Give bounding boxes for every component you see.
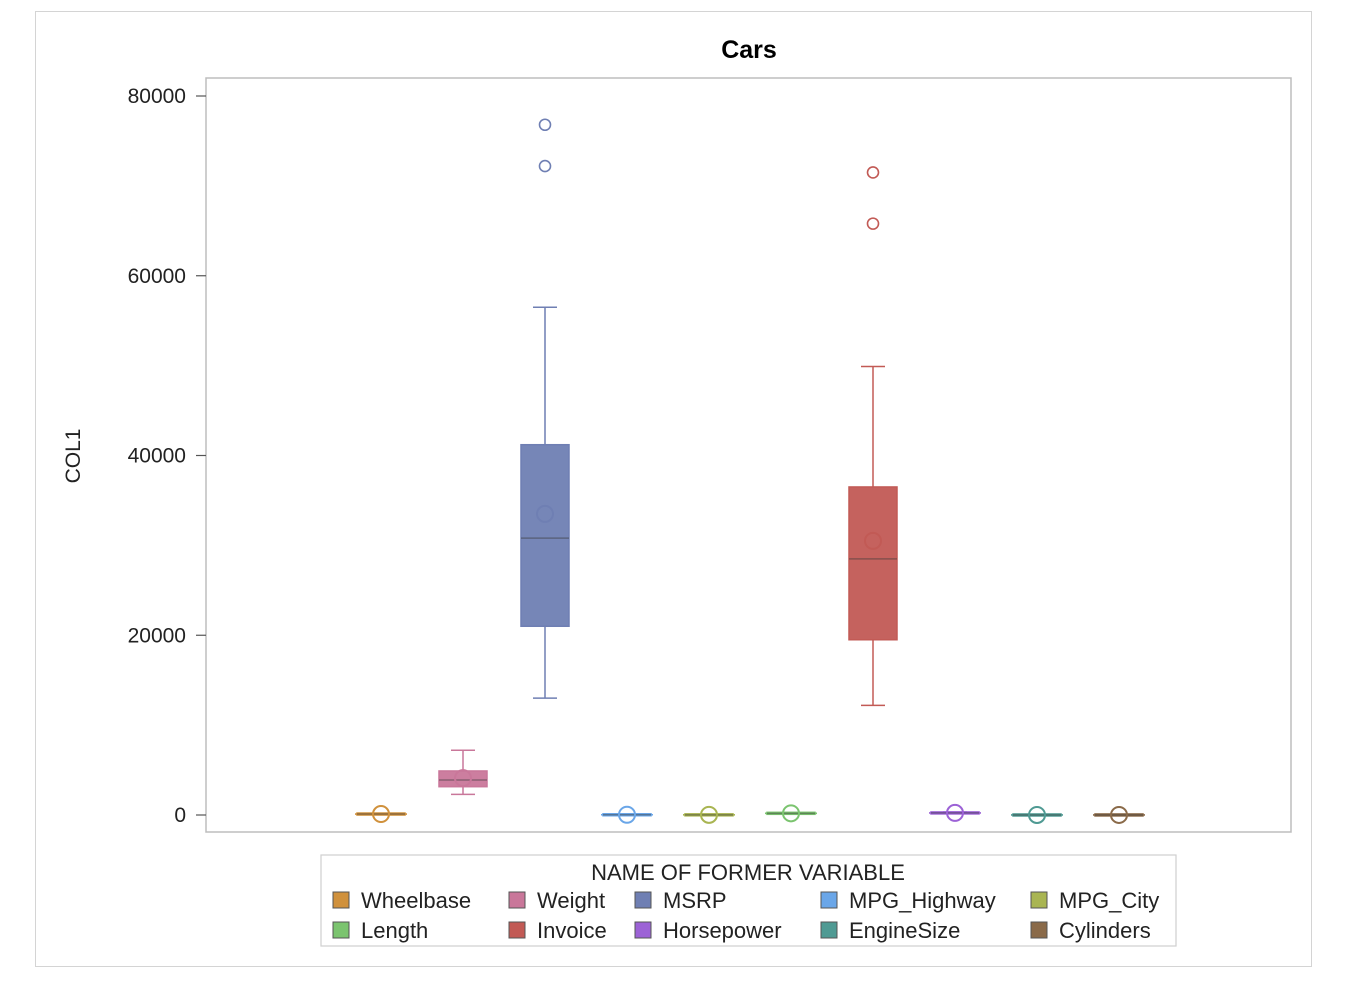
legend-swatch xyxy=(634,921,652,939)
legend-item-msrp: MSRP xyxy=(634,888,727,913)
outlier-point xyxy=(538,118,552,132)
box-msrp xyxy=(520,118,570,699)
legend-label: Invoice xyxy=(537,918,607,943)
mean-marker xyxy=(372,805,390,824)
box-iqr xyxy=(520,443,570,628)
box-horsepower xyxy=(929,803,981,822)
legend-label: Wheelbase xyxy=(361,888,471,913)
legend-label: MPG_Highway xyxy=(849,888,996,913)
legend-label: Weight xyxy=(537,888,605,913)
legend-swatch xyxy=(332,921,350,939)
box-cylinders xyxy=(1093,805,1145,824)
legend-item-cylinders: Cylinders xyxy=(1030,918,1151,943)
y-tick-label: 20000 xyxy=(128,624,186,647)
legend-items: Wheelbase Weight MSRP MPG_Highway MPG_City Le… xyxy=(332,888,1159,943)
box-iqr xyxy=(848,486,898,641)
mean-marker xyxy=(536,504,554,523)
mean-marker xyxy=(946,803,964,822)
legend-item-horsepower: Horsepower xyxy=(634,918,782,943)
box-enginesize xyxy=(1011,805,1063,824)
box-mpg-city xyxy=(683,805,735,824)
legend-label: Horsepower xyxy=(663,918,782,943)
legend-item-invoice: Invoice xyxy=(508,918,607,943)
mean-marker xyxy=(1110,805,1128,824)
box-length xyxy=(765,804,817,823)
box-iqr xyxy=(438,770,488,788)
outlier-point xyxy=(866,166,880,179)
legend-swatch xyxy=(1030,891,1048,909)
box-weight xyxy=(438,749,488,796)
mean-marker xyxy=(618,805,636,824)
y-axis-label: COL1 xyxy=(62,429,85,484)
legend-label: Length xyxy=(361,918,428,943)
legend-label: MPG_City xyxy=(1059,888,1159,913)
legend-item-mpg-city: MPG_City xyxy=(1030,888,1159,913)
box-wheelbase xyxy=(355,805,407,824)
y-tick-label: 40000 xyxy=(128,445,186,468)
legend-swatch xyxy=(1030,921,1048,939)
mean-marker xyxy=(700,805,718,824)
plot-area xyxy=(205,77,1292,833)
outlier-point xyxy=(538,159,552,173)
legend-swatch xyxy=(508,921,526,939)
y-tick-label: 60000 xyxy=(128,265,186,288)
outlier-point xyxy=(866,217,880,230)
legend-label: MSRP xyxy=(663,888,727,913)
legend-item-weight: Weight xyxy=(508,888,605,913)
mean-marker xyxy=(864,531,882,550)
chart-title: Cars xyxy=(721,36,777,64)
mean-marker xyxy=(454,769,472,788)
legend-item-length: Length xyxy=(332,918,428,943)
legend-label: Cylinders xyxy=(1059,918,1151,943)
legend-swatch xyxy=(508,891,526,909)
box-mpg-highway xyxy=(601,805,653,824)
y-tick-label: 0 xyxy=(174,804,186,827)
legend-item-wheelbase: Wheelbase xyxy=(332,888,471,913)
legend-item-enginesize: EngineSize xyxy=(820,918,960,943)
y-tick-label: 80000 xyxy=(128,85,186,108)
y-axis: 0 20000 40000 60000 80000 xyxy=(128,85,206,827)
legend-item-mpg-highway: MPG_Highway xyxy=(820,888,996,913)
legend-swatch xyxy=(820,921,838,939)
mean-marker xyxy=(782,804,800,823)
box-invoice xyxy=(848,166,898,707)
mean-marker xyxy=(1028,805,1046,824)
legend-title: NAME OF FORMER VARIABLE xyxy=(591,860,905,885)
legend-swatch xyxy=(820,891,838,909)
legend-swatch xyxy=(634,891,652,909)
legend-swatch xyxy=(332,891,350,909)
legend-label: EngineSize xyxy=(849,918,960,943)
box-series-group xyxy=(355,118,1145,824)
